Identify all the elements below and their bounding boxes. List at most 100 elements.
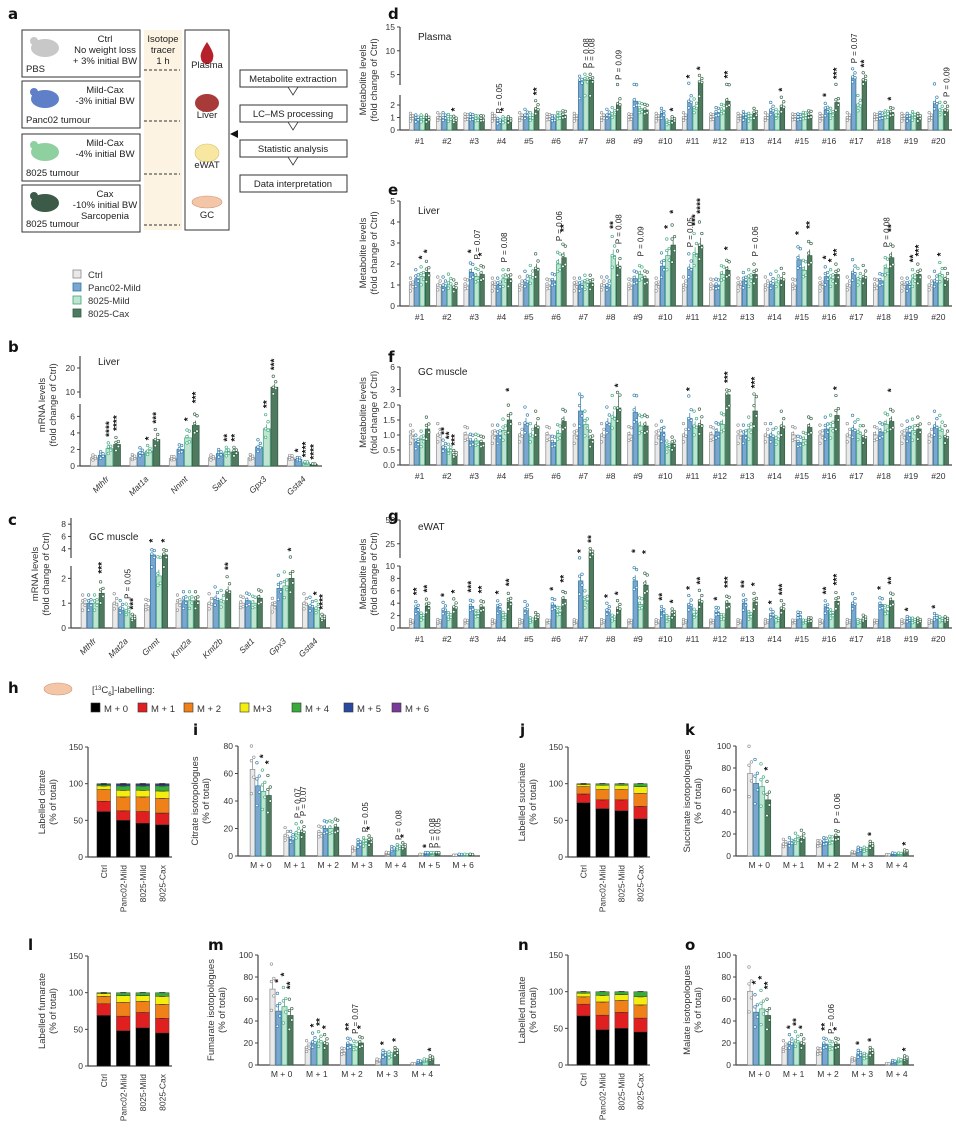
p-value-annotation: P = 0.07 (850, 33, 859, 63)
data-point (689, 94, 693, 98)
panel-label-a: a (8, 5, 18, 23)
category-label: 8025-Cax (636, 864, 646, 902)
y-tick-label: 0 (390, 125, 395, 135)
data-point (880, 606, 884, 610)
stack-segment-m-2 (576, 786, 591, 795)
data-point (138, 451, 142, 455)
data-point (902, 848, 907, 852)
data-point (89, 603, 93, 608)
data-point (749, 612, 753, 616)
data-point (534, 99, 538, 103)
data-point (195, 414, 199, 418)
data-point (864, 74, 868, 78)
category-label: #17 (849, 312, 863, 322)
category-label: #16 (822, 634, 836, 644)
stack-segment-m-1 (614, 799, 629, 811)
data-point (793, 117, 797, 121)
data-point (255, 761, 259, 765)
data-point (610, 254, 614, 258)
bar-ctrl (747, 990, 754, 1066)
significance-stars: * (778, 88, 789, 92)
data-point (864, 276, 868, 280)
bar-panc02-mild (605, 284, 611, 307)
significance-stars: *** (128, 598, 139, 610)
data-point (518, 115, 522, 120)
data-point (656, 436, 661, 440)
data-point (443, 441, 448, 446)
p-value-annotation: P = 0.06 (555, 211, 564, 241)
bar-ctrl (249, 769, 256, 857)
data-point (769, 433, 773, 437)
data-point (257, 774, 261, 778)
data-point (940, 266, 944, 271)
y-tick-label: 0 (61, 623, 66, 633)
data-point (498, 280, 502, 284)
data-point (563, 262, 567, 267)
data-point (888, 242, 893, 246)
data-point (656, 285, 661, 289)
data-point (741, 286, 745, 290)
data-point (414, 612, 418, 616)
y-axis-label: (% of total) (693, 987, 704, 1033)
data-point (618, 408, 622, 412)
data-point (101, 586, 105, 591)
data-point (741, 118, 745, 122)
data-point (714, 277, 718, 281)
data-point (672, 610, 677, 614)
data-point (383, 1050, 388, 1055)
data-point (779, 104, 783, 108)
data-point (754, 602, 759, 606)
data-point (599, 433, 604, 437)
data-point (509, 596, 513, 600)
data-point (823, 599, 827, 603)
bar-panc02-mild (523, 280, 529, 307)
bar-8025-mild (747, 428, 753, 466)
significance-stars: ** (223, 434, 234, 442)
data-point (627, 431, 631, 436)
data-point (749, 114, 753, 118)
significance-stars: * (901, 842, 912, 846)
data-point (591, 440, 595, 444)
data-point (637, 271, 642, 275)
data-point (643, 269, 647, 273)
y-tick-label: 20 (224, 824, 234, 834)
data-point (736, 276, 740, 280)
data-point (493, 285, 497, 289)
data-point (896, 1057, 901, 1061)
data-point (610, 415, 614, 419)
significance-stars: * (356, 1025, 367, 1029)
bar-8025-mild (747, 278, 753, 307)
data-point (910, 110, 915, 114)
data-point (896, 851, 901, 855)
bar-8025-mild (692, 253, 698, 307)
bar-8025-cax (266, 795, 272, 857)
category-label: #4 (497, 471, 507, 481)
data-point (227, 448, 231, 452)
data-point (692, 111, 696, 115)
data-point (796, 439, 800, 443)
data-point (271, 374, 275, 378)
category-label: #6 (551, 312, 561, 322)
data-point (820, 436, 824, 440)
bar-8025-mild (583, 424, 589, 466)
bar-8025-mild (583, 599, 589, 629)
data-point (824, 842, 828, 846)
p-value-annotation: P = 0.06 (827, 1003, 836, 1033)
data-point (829, 608, 833, 612)
data-point (883, 604, 887, 608)
bar-8025-cax (765, 1015, 772, 1066)
data-point (807, 263, 811, 267)
data-point (640, 110, 644, 114)
data-point (577, 392, 582, 396)
data-point (831, 109, 835, 114)
data-point (387, 1050, 391, 1054)
data-point (744, 429, 748, 433)
data-point (441, 115, 445, 120)
data-point (826, 430, 830, 434)
data-point (799, 840, 804, 844)
y-tick-label: 60 (224, 769, 234, 779)
data-point (424, 267, 429, 271)
data-point (807, 424, 811, 428)
data-point (531, 113, 535, 117)
